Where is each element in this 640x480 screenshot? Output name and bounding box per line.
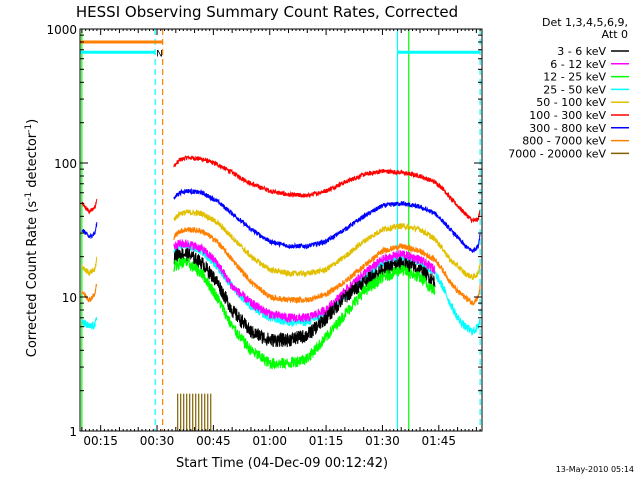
vertical-markers — [81, 29, 481, 431]
series-line-2 — [81, 208, 481, 280]
y-axis-label-part-1: Corrected Count Rate (s — [25, 201, 40, 358]
series-line-4 — [81, 242, 481, 336]
x-tick-label-5: 01:30 — [365, 434, 400, 448]
annotation-label-0: S — [70, 39, 76, 49]
y-axis-label: Corrected Count Rate (s-1 detector-1) — [24, 119, 40, 357]
axis-ticks: 00:15 00:30 00:45 01:00 01:15 01:30 01:45 1 10 10… — [46, 23, 482, 448]
x-tick-label-4: 01:15 — [309, 434, 344, 448]
y-axis-label-part-2: detector — [25, 132, 40, 192]
y-axis-label-sup-2: -1 — [24, 124, 34, 133]
x-tick-label-2: 00:45 — [196, 434, 231, 448]
legend-label-5: 100 - 300 keV — [529, 109, 606, 122]
legend-label-8: 7000 - 20000 keV — [508, 147, 606, 160]
y-axis-label-part-3: ) — [25, 119, 40, 124]
series-line-1 — [81, 187, 481, 253]
legend-label-1: 6 - 12 keV — [550, 58, 606, 71]
x-tick-label-6: 01:45 — [421, 434, 456, 448]
legend-label-0: 3 - 6 keV — [557, 45, 606, 58]
series-line-7 — [173, 257, 436, 370]
x-tick-label-3: 01:00 — [252, 434, 287, 448]
y-tick-label-1: 10 — [62, 291, 77, 305]
x-tick-label-1: 00:30 — [140, 434, 175, 448]
y-tick-label-2: 100 — [54, 157, 77, 171]
series-line-0 — [81, 155, 481, 224]
y-axis-label-sup-1: -1 — [24, 192, 34, 201]
legend-header-line2: Att 0 — [602, 28, 628, 41]
legend-label-7: 800 - 7000 keV — [522, 135, 606, 148]
legend-label-4: 50 - 100 keV — [536, 96, 606, 109]
legend-label-6: 300 - 800 keV — [529, 122, 606, 135]
y-tick-label-3: 1000 — [46, 23, 77, 37]
spike-layer — [177, 393, 212, 431]
series-line-5 — [173, 239, 436, 323]
generation-stamp: 13-May-2010 05:14 — [556, 465, 634, 474]
x-tick-label-0: 00:15 — [83, 434, 118, 448]
legend-label-3: 25 - 50 keV — [543, 83, 606, 96]
series-line-6 — [173, 247, 436, 348]
series-layer — [81, 155, 481, 370]
annotation-bars: SN — [70, 39, 481, 59]
annotation-label-1: N — [156, 49, 163, 59]
legend-label-2: 12 - 25 keV — [543, 71, 606, 84]
chart-title: HESSI Observing Summary Count Rates, Cor… — [76, 3, 458, 21]
y-tick-label-0: 1 — [69, 425, 77, 439]
x-axis-label: Start Time (04-Dec-09 00:12:42) — [176, 456, 388, 471]
series-line-3 — [81, 226, 481, 306]
legend-header-line1: Det 1,3,4,5,6,9, — [542, 16, 628, 29]
